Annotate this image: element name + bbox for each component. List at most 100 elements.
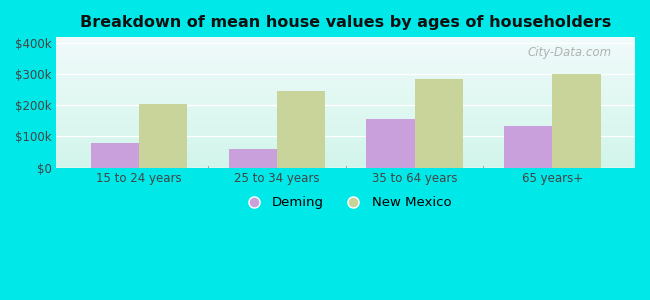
Bar [57,160,635,161]
Bar [57,109,635,110]
Bar [57,92,635,93]
Bar [57,160,635,161]
Bar [91,143,139,168]
Bar [57,86,635,87]
Bar [57,132,635,133]
Bar [57,113,635,114]
Bar [57,139,635,140]
Bar [57,163,635,164]
Bar [57,94,635,95]
Bar [57,53,635,54]
Bar [57,158,635,159]
Bar [57,105,635,106]
Legend: Deming, New Mexico: Deming, New Mexico [234,190,458,216]
Bar [415,79,463,168]
Bar [57,154,635,155]
Bar [57,78,635,79]
Bar [57,55,635,56]
Bar [57,154,635,155]
Bar [57,124,635,125]
Bar [57,77,635,78]
Bar [57,125,635,126]
Bar [139,104,187,168]
Bar [57,41,635,42]
Bar [57,107,635,108]
Bar [57,131,635,132]
Bar [57,137,635,138]
Bar [57,63,635,64]
Bar [57,162,635,163]
Bar [57,152,635,153]
Text: City-Data.com: City-Data.com [528,46,612,59]
Bar [57,108,635,109]
Bar [57,76,635,77]
Bar [57,58,635,59]
Bar [57,112,635,113]
Bar [57,145,635,146]
Bar [57,164,635,165]
Bar [57,159,635,160]
Bar [57,111,635,112]
Bar [57,49,635,50]
Bar [57,144,635,145]
Bar [57,121,635,122]
Bar [57,91,635,92]
Bar [57,54,635,55]
Bar [57,136,635,137]
Bar [57,98,635,99]
Bar [57,157,635,158]
Bar [57,128,635,129]
Bar [57,95,635,96]
Bar [57,99,635,100]
Bar [57,165,635,166]
Bar [57,40,635,41]
Bar [57,74,635,75]
Bar [57,38,635,39]
Bar [57,56,635,57]
Bar [57,81,635,82]
Bar [229,149,277,168]
Bar [57,106,635,107]
Bar [57,148,635,149]
Bar [57,161,635,162]
Bar [57,82,635,83]
Bar [57,153,635,154]
Bar [57,60,635,61]
Bar [57,126,635,127]
Bar [57,103,635,104]
Bar [57,151,635,152]
Bar [57,96,635,97]
Bar [367,119,415,168]
Bar [57,155,635,156]
Title: Breakdown of mean house values by ages of householders: Breakdown of mean house values by ages o… [80,15,612,30]
Bar [57,45,635,46]
Bar [57,156,635,157]
Bar [57,104,635,105]
Bar [57,97,635,98]
Bar [57,59,635,60]
Bar [57,51,635,52]
Bar [57,166,635,167]
Bar [57,101,635,102]
Bar [57,140,635,141]
Bar [57,100,635,101]
Bar [57,143,635,144]
Bar [57,120,635,121]
Bar [57,89,635,90]
Bar [57,136,635,137]
Bar [57,83,635,84]
Bar [57,71,635,72]
Bar [57,62,635,63]
Bar [57,72,635,73]
Bar [57,44,635,45]
Bar [57,65,635,66]
Bar [57,87,635,88]
Bar [57,129,635,130]
Bar [57,80,635,81]
Bar [57,133,635,134]
Bar [57,84,635,85]
Bar [57,119,635,120]
Bar [57,90,635,91]
Bar [57,122,635,123]
Bar [57,102,635,103]
